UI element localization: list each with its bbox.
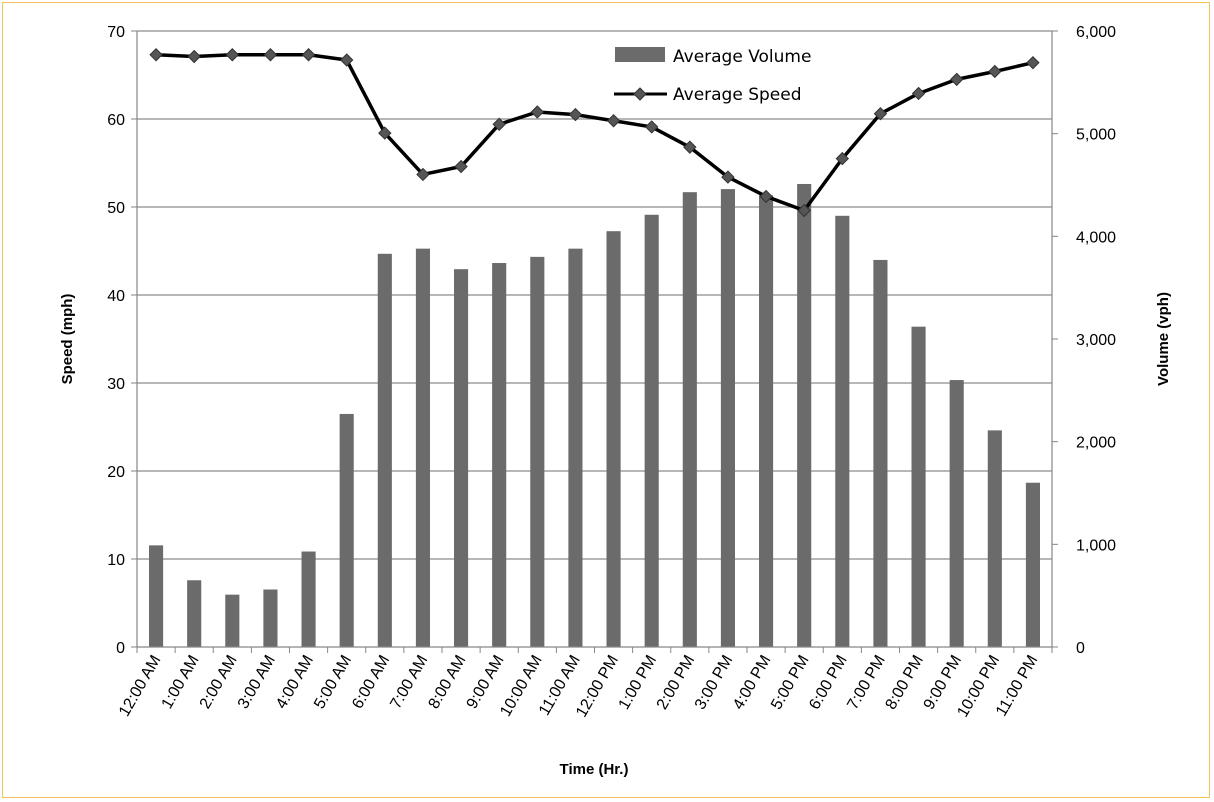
speed-point: [187, 49, 201, 64]
volume-bar: [530, 256, 545, 647]
speed-point: [149, 48, 163, 62]
speed-point: [606, 114, 621, 128]
y-axis-title: Speed (mph): [59, 294, 76, 385]
speed-point: [949, 72, 964, 87]
volume-bar: [149, 545, 164, 647]
volume-bar: [339, 413, 354, 647]
volume-bar: [1025, 482, 1040, 647]
speed-point: [721, 170, 735, 184]
y2-tick-label: 1,000: [1076, 537, 1116, 554]
volume-bar: [682, 192, 697, 648]
volume-bar: [187, 580, 202, 647]
speed-point: [988, 64, 1002, 79]
volume-bar: [377, 253, 392, 647]
speed-point: [339, 53, 354, 67]
speed-point: [263, 48, 278, 62]
volume-bar: [606, 231, 621, 647]
speed-point: [416, 167, 430, 182]
legend-volume-label: Average Volume: [673, 47, 811, 67]
y-tick-label: 40: [107, 288, 125, 305]
volume-bar: [568, 248, 583, 648]
speed-point: [759, 189, 773, 204]
y2-axis-title: Volume (vph): [1155, 292, 1172, 386]
y2-tick-label: 5,000: [1076, 127, 1116, 144]
legend-speed-marker: [633, 87, 647, 101]
y-tick-label: 70: [107, 24, 125, 41]
axes: [131, 30, 1058, 653]
volume-bar: [301, 551, 316, 647]
speed-point: [797, 203, 811, 218]
volume-bar: [720, 189, 735, 647]
volume-bars: [149, 183, 1040, 648]
volume-bar: [949, 380, 964, 647]
volume-bar: [797, 183, 812, 647]
speed-point: [911, 86, 926, 101]
y-tick-label: 20: [107, 464, 125, 481]
y2-tick-label: 4,000: [1076, 229, 1116, 246]
legend: Average Volume Average Speed: [614, 47, 811, 105]
volume-bar: [759, 195, 774, 647]
speed-point: [835, 151, 850, 166]
speed-point: [683, 140, 697, 154]
y2-tick-label: 3,000: [1076, 332, 1116, 349]
y-tick-label: 0: [116, 640, 125, 657]
legend-speed-label: Average Speed: [673, 85, 802, 105]
volume-bar: [911, 326, 926, 647]
speed-point: [1026, 55, 1040, 70]
y2-tick-label: 6,000: [1076, 24, 1116, 41]
volume-bar: [225, 594, 240, 647]
x-axis-title: Time (Hr.): [560, 761, 629, 778]
speed-point: [492, 117, 506, 131]
speed-point: [568, 107, 583, 122]
speed-point: [644, 120, 659, 134]
speed-point: [530, 105, 545, 119]
speed-point: [378, 126, 392, 140]
volume-bar: [835, 215, 850, 648]
volume-bar: [415, 248, 430, 648]
volume-bar: [263, 589, 278, 647]
volume-bar: [454, 269, 469, 647]
y-tick-label: 50: [107, 200, 125, 217]
legend-volume-swatch: [615, 47, 665, 62]
speed-series-line: [155, 53, 1034, 213]
speed-point: [225, 48, 240, 62]
speed-point: [873, 107, 888, 121]
y-tick-label: 30: [107, 376, 125, 393]
volume-bar: [492, 263, 507, 647]
speed-point: [301, 48, 316, 62]
y2-tick-label: 2,000: [1076, 435, 1116, 452]
y2-tick-label: 0: [1076, 640, 1085, 657]
speed-line: [149, 48, 1040, 218]
volume-bar: [873, 259, 888, 647]
y-tick-label: 60: [107, 112, 125, 129]
y-tick-label: 10: [107, 552, 125, 569]
speed-point: [454, 159, 468, 174]
volume-bar: [644, 214, 659, 648]
x-tick-label: 12:00 AM: [116, 653, 165, 720]
volume-bar: [987, 430, 1002, 647]
